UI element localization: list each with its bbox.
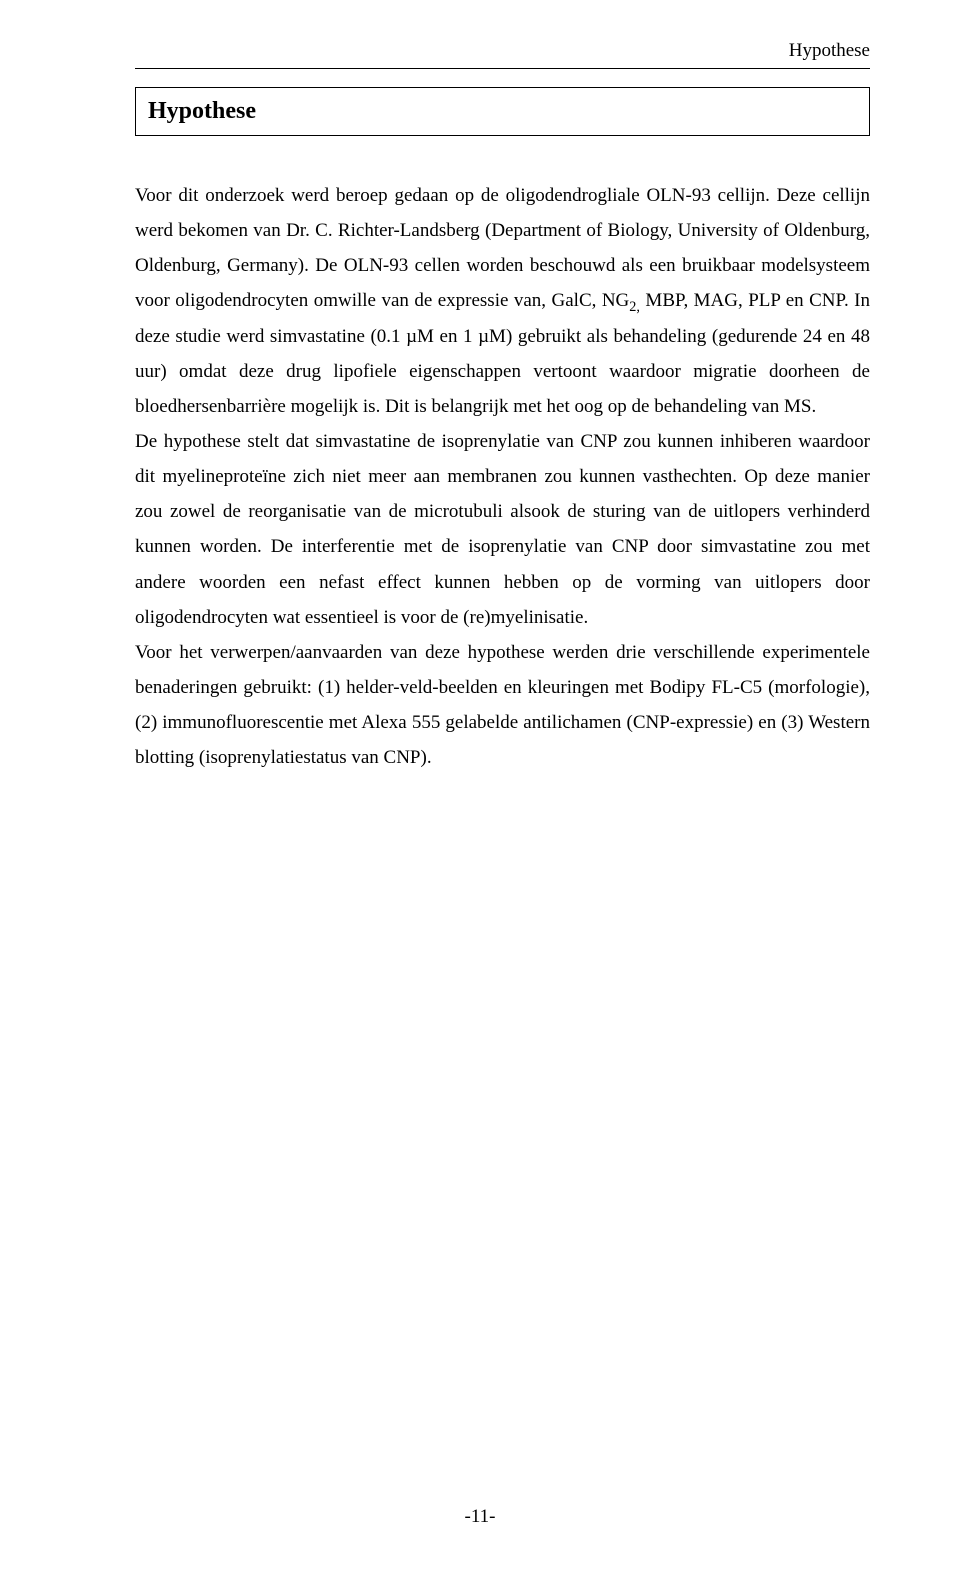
running-header: Hypothese (135, 40, 870, 62)
section-title: Hypothese (148, 98, 857, 125)
paragraph-3: Voor het verwerpen/aanvaarden van deze h… (135, 635, 870, 776)
page-container: Hypothese Hypothese Voor dit onderzoek w… (0, 0, 960, 1578)
header-divider (135, 68, 870, 69)
body-text: Voor dit onderzoek werd beroep gedaan op… (135, 178, 870, 775)
title-box: Hypothese (135, 87, 870, 136)
paragraph-1: Voor dit onderzoek werd beroep gedaan op… (135, 178, 870, 424)
page-footer: -11- (0, 1506, 960, 1528)
para1-subscript: 2, (629, 299, 640, 315)
paragraph-2: De hypothese stelt dat simvastatine de i… (135, 424, 870, 635)
